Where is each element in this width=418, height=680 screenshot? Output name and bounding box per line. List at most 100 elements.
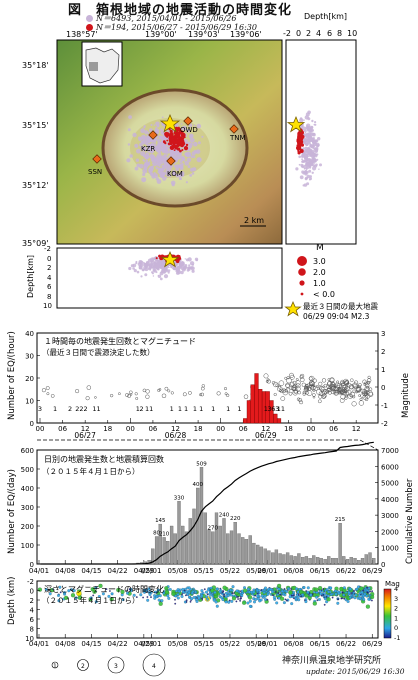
depth-point xyxy=(52,588,54,591)
hourly-bar xyxy=(276,418,282,424)
depth-tick: 6 xyxy=(327,29,332,38)
depth-point xyxy=(327,590,331,594)
old-quake-dot xyxy=(140,275,143,278)
count-label: 11 xyxy=(92,405,100,413)
old-quake-dot xyxy=(197,141,201,145)
depth-point xyxy=(322,593,325,596)
daily-bar xyxy=(353,558,357,565)
count-label: 3 xyxy=(38,405,42,413)
y-tick-label: 0 xyxy=(30,561,34,569)
magnitude-point xyxy=(339,390,344,395)
depth-point xyxy=(248,604,252,608)
daily-bar xyxy=(259,546,264,565)
depth-point xyxy=(145,589,149,593)
depth-point xyxy=(342,593,346,597)
magnitude-point xyxy=(308,376,313,381)
old-quake-dot xyxy=(149,268,152,271)
depth-point xyxy=(224,600,228,604)
depth-point xyxy=(48,592,52,596)
recent-quake-dot xyxy=(301,136,304,139)
depth-point xyxy=(59,591,62,594)
old-quake-dot xyxy=(151,271,154,274)
old-quake-dot xyxy=(302,126,307,131)
x-tick-label: 05/08 xyxy=(167,640,187,648)
magnitude-point xyxy=(200,392,205,397)
depth-point xyxy=(97,595,101,599)
daily-bar xyxy=(315,557,320,565)
depth-point xyxy=(190,591,194,595)
old-quake-dot xyxy=(309,130,312,132)
old-quake-dot xyxy=(186,157,192,163)
recent-quake-dot xyxy=(297,140,301,144)
daily-bar xyxy=(293,556,297,565)
depth-point xyxy=(366,591,369,594)
old-quake-dot xyxy=(170,155,172,157)
magnitude-point xyxy=(330,381,335,386)
old-quake-dot xyxy=(300,154,304,158)
colorbar-tick-label: 3 xyxy=(394,595,398,603)
depth-point xyxy=(92,594,95,597)
daily-bar xyxy=(271,552,275,565)
recent-quake-dot xyxy=(183,136,186,139)
magnitude-point xyxy=(128,390,133,395)
magnitude-point xyxy=(343,390,349,397)
x-tick-label: 05/01 xyxy=(141,640,161,648)
magnitude-point xyxy=(317,399,322,404)
old-quake-dot xyxy=(314,146,319,151)
old-quake-dot xyxy=(193,124,196,127)
x-hour-label: 12 xyxy=(352,425,361,433)
depth-point xyxy=(304,593,309,598)
legend-old-dot xyxy=(86,15,93,22)
depth-point xyxy=(334,592,338,596)
magnitude-point xyxy=(142,388,147,393)
depth-point xyxy=(187,586,191,590)
daily-bar xyxy=(372,558,376,565)
depth-tick: 0 xyxy=(47,255,51,263)
depth-point xyxy=(240,597,243,600)
depth-point xyxy=(370,594,375,600)
daily-bar xyxy=(289,555,294,565)
y-tick-label: 10 xyxy=(25,635,34,643)
depth-point xyxy=(210,588,215,593)
bar-value-label: 210 xyxy=(159,531,170,537)
old-quake-dot xyxy=(298,163,301,166)
old-quake-dot xyxy=(144,265,148,268)
depth-point xyxy=(348,596,352,600)
count-label: 1 xyxy=(53,405,57,413)
old-quake-dot xyxy=(146,161,151,166)
depth-point xyxy=(188,595,192,599)
magnitude-point xyxy=(368,392,374,397)
depth-point xyxy=(279,593,282,596)
daily-bar xyxy=(226,533,230,565)
magnitude-point xyxy=(330,382,336,388)
old-quake-dot xyxy=(306,147,310,151)
old-quake-dot xyxy=(201,135,204,138)
old-quake-dot xyxy=(306,162,310,166)
old-quake-dot xyxy=(148,143,153,148)
depth-point xyxy=(306,586,310,590)
depth-point xyxy=(235,600,238,603)
colorbar xyxy=(383,588,392,639)
legend-old-label: N＝6493, 2015/04/01 - 2015/06/26 xyxy=(96,14,237,23)
old-quake-dot xyxy=(295,167,299,171)
old-quake-dot xyxy=(172,171,177,176)
depth-point xyxy=(208,592,212,596)
depth-point xyxy=(70,593,76,598)
depth-point xyxy=(109,597,114,602)
old-quake-dot xyxy=(177,267,180,270)
magnitude-point xyxy=(318,394,323,399)
mag-legend-star xyxy=(284,301,302,317)
star-detail: 06/29 09:04 M2.3 xyxy=(303,312,370,321)
old-quake-dot xyxy=(145,159,148,162)
depth-point xyxy=(353,589,355,592)
station-marker xyxy=(183,116,193,126)
daily-bar xyxy=(244,539,249,565)
old-quake-dot xyxy=(303,119,305,121)
magnitude-point xyxy=(299,400,304,405)
daily-bar xyxy=(184,531,189,565)
magnitude-point xyxy=(164,386,169,391)
x-hour-label: 00 xyxy=(126,425,135,433)
magnitude-point xyxy=(225,393,230,397)
inset-coast xyxy=(85,47,120,84)
